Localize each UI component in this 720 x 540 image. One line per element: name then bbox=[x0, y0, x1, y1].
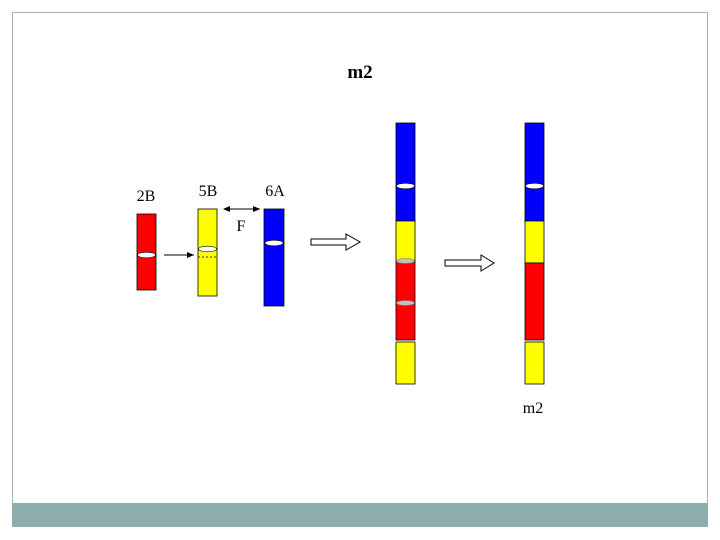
centromere-intermediate bbox=[396, 182, 415, 190]
label-5b: 5B bbox=[198, 183, 218, 200]
block-arrow-1 bbox=[310, 233, 362, 251]
label-2b: 2B bbox=[136, 188, 156, 205]
chromosome-5b bbox=[197, 208, 218, 297]
chromosome-6a bbox=[263, 208, 285, 307]
junction-upper bbox=[396, 258, 415, 264]
centromere-2b bbox=[137, 251, 156, 259]
slide-title: m2 bbox=[347, 62, 373, 83]
centromere-5b bbox=[198, 245, 217, 253]
footer-bar bbox=[12, 503, 708, 527]
label-f: F bbox=[236, 218, 246, 235]
slide-frame bbox=[12, 12, 708, 526]
chromosome-m2 bbox=[524, 122, 545, 385]
chromosome-intermediate bbox=[395, 122, 416, 385]
centromere-6a bbox=[264, 239, 284, 247]
junction-lower bbox=[396, 300, 415, 306]
label-m2-result: m2 bbox=[522, 400, 544, 417]
block-arrow-2 bbox=[444, 254, 495, 272]
centromere-m2 bbox=[525, 182, 544, 190]
chromosome-2b bbox=[136, 213, 157, 291]
label-6a: 6A bbox=[265, 183, 285, 200]
